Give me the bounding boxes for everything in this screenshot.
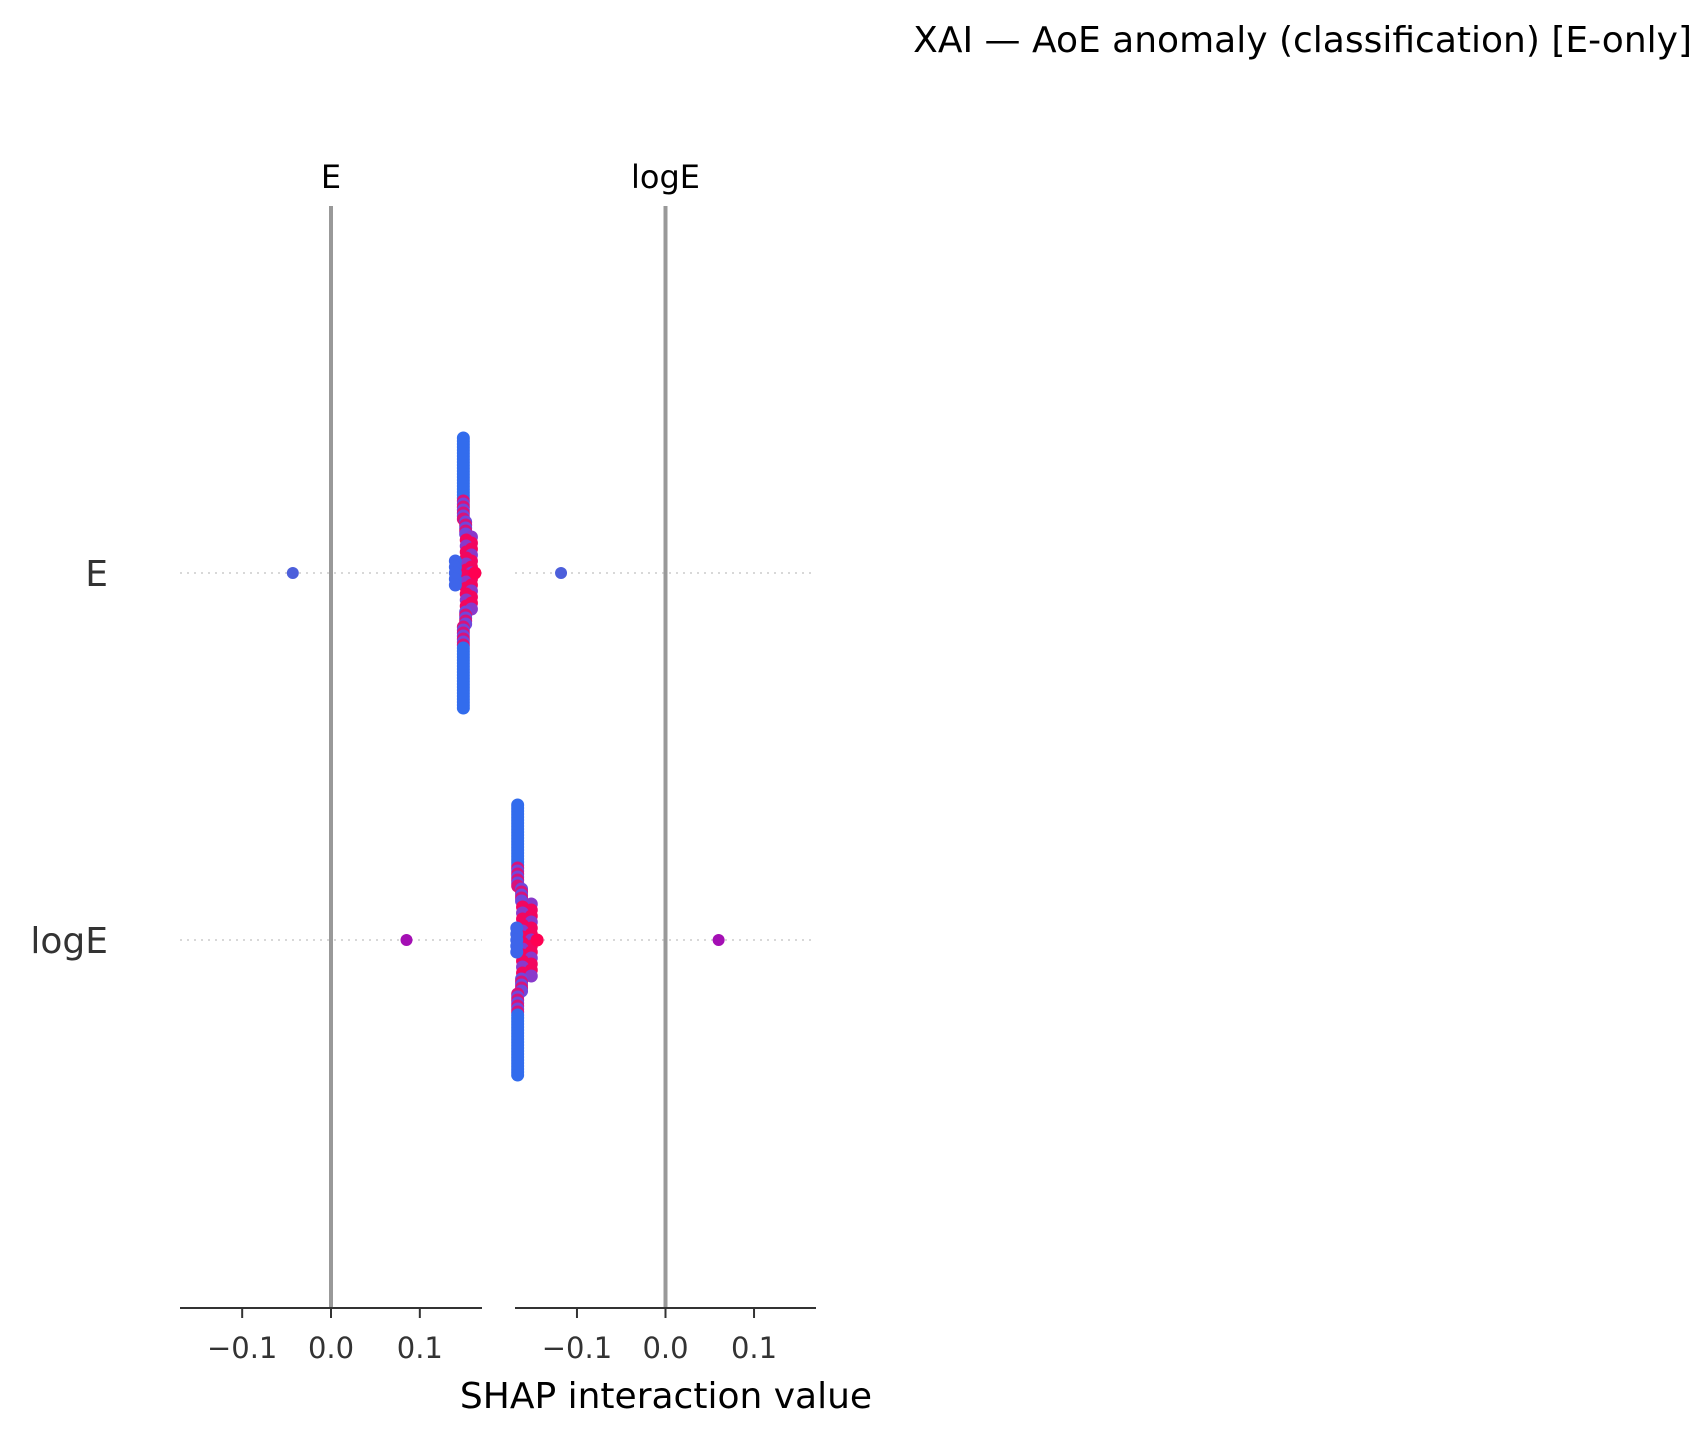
panel-e-tick-label-1: 0.0 [308, 1331, 354, 1365]
panel-loge-tick-label-0: −0.1 [542, 1331, 612, 1365]
chart-title: XAI — AoE anomaly (classification) [E-on… [913, 20, 1692, 61]
panel-loge: logE −0.1 0.0 0.1 [510, 158, 816, 1365]
panel-loge-row-loge-point [530, 933, 544, 947]
panel-loge-row-loge-outlier-0 [712, 934, 725, 946]
x-axis-label: SHAP interaction value [460, 1376, 872, 1417]
panel-e-row-e-point [448, 578, 462, 592]
panel-e-row-e-point [468, 566, 482, 580]
row-label-e: E [85, 554, 108, 595]
panel-e-row-e-outlier-0 [286, 567, 299, 579]
panel-loge-tick-label-1: 0.0 [642, 1331, 688, 1365]
panel-loge-row-loge-point [510, 945, 524, 959]
panel-loge-tick-label-2: 0.1 [731, 1331, 777, 1365]
panel-e-row-e-point [456, 701, 470, 715]
panel-loge-row-loge-point [511, 1068, 525, 1082]
panel-loge-row-e-outlier-0 [555, 567, 568, 579]
row-label-loge: logE [30, 921, 108, 962]
panel-loge-header: logE [631, 158, 700, 196]
panel-e: E −0.1 0.0 0.1 [180, 158, 482, 1365]
panel-e-row-loge-outlier-0 [400, 934, 413, 946]
panels-layer: E −0.1 0.0 0.1 logE −0.1 0.0 0.1 [180, 158, 816, 1365]
panel-e-tick-label-0: −0.1 [207, 1331, 277, 1365]
panel-e-tick-label-2: 0.1 [397, 1331, 443, 1365]
panel-e-header: E [321, 158, 341, 196]
